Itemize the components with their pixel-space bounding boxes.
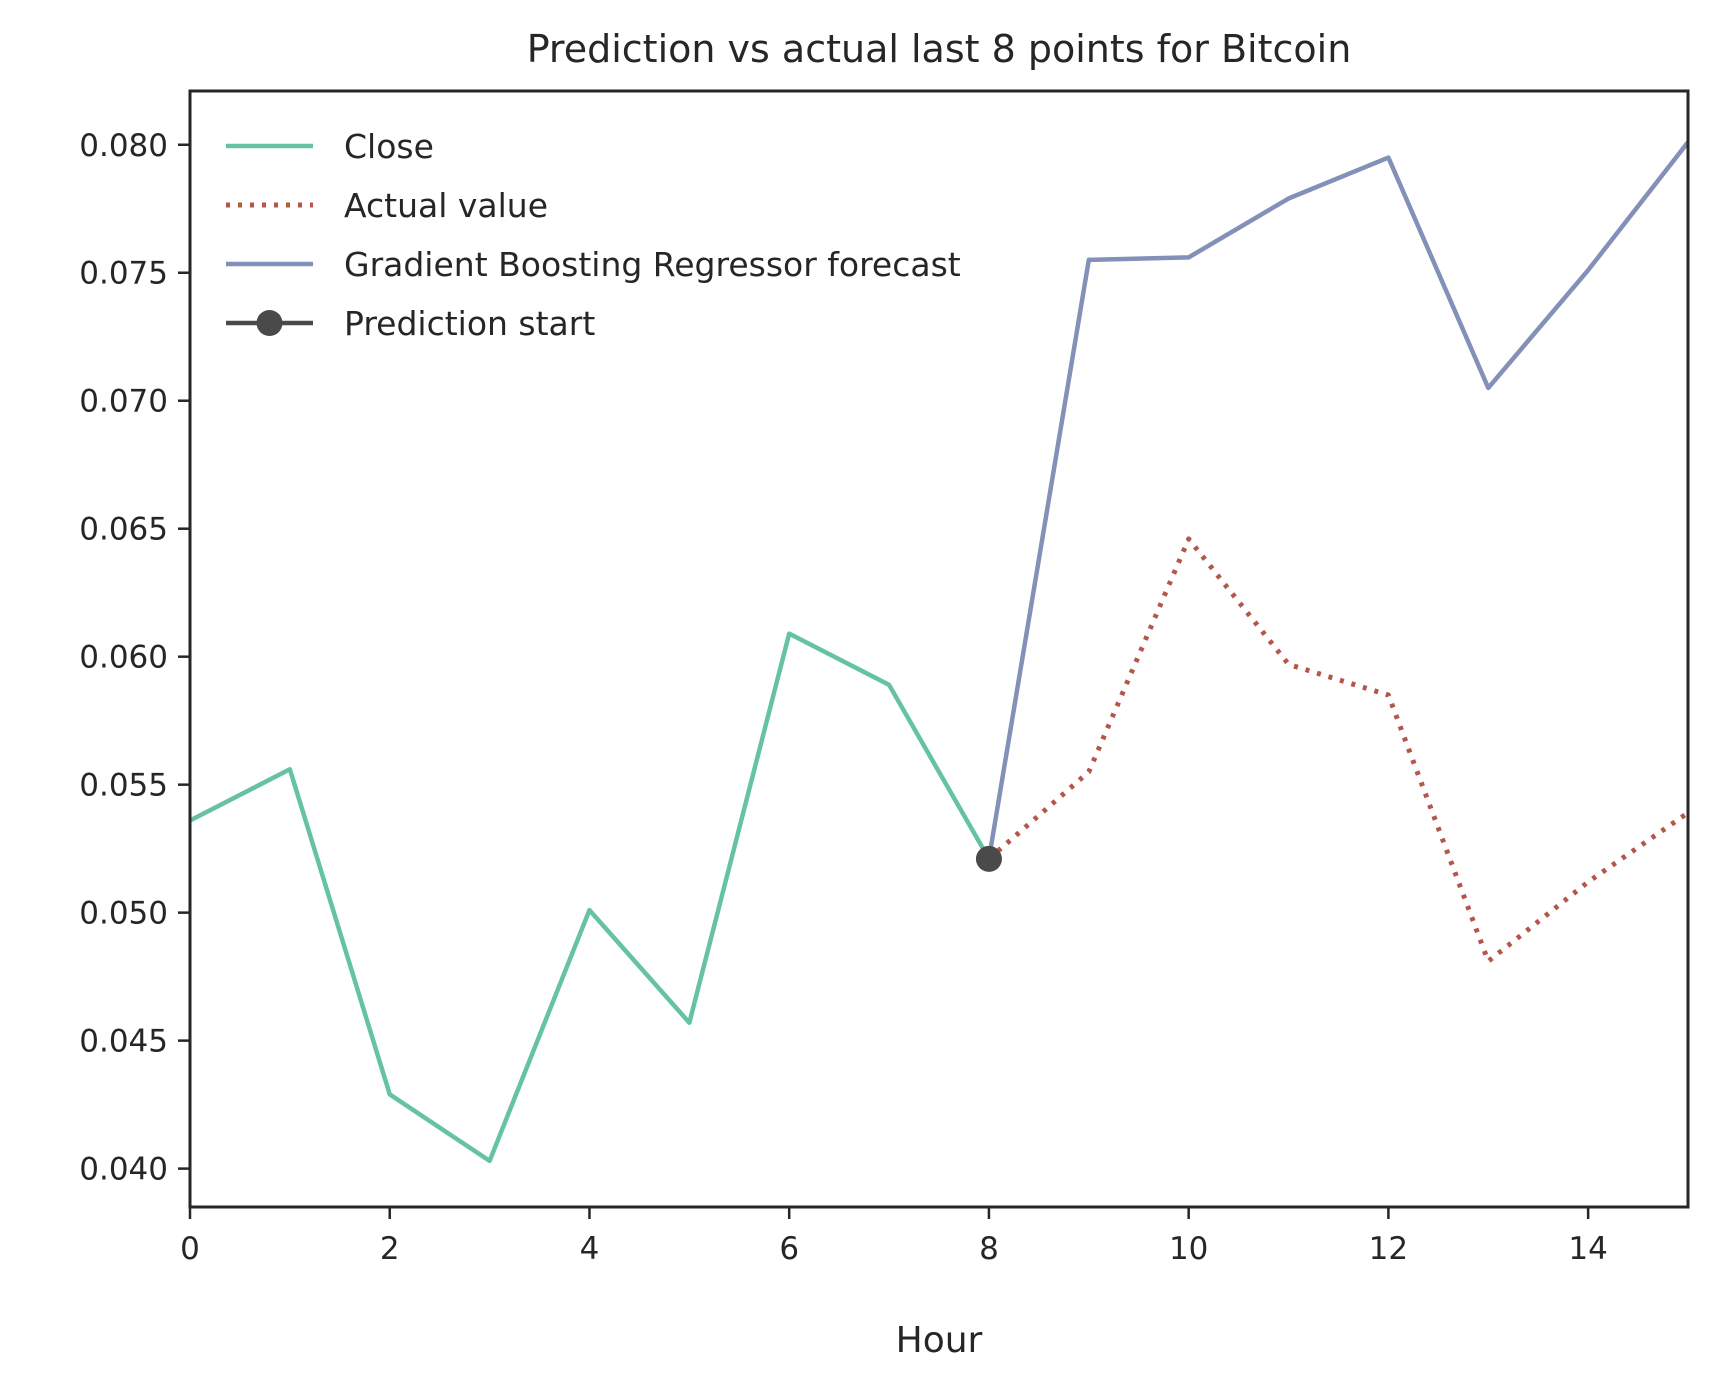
y-axis: 0.040 0.045 0.050 0.055 0.060 0.065 0.070 0.075… [79, 128, 190, 1188]
gradient-boosting-regressor-forecast-line [986, 140, 1688, 860]
prediction-start-point [975, 845, 1002, 872]
legend-label-close: Close [344, 127, 434, 166]
x-tick-label: 6 [779, 1231, 799, 1267]
chart-title: Prediction vs actual last 8 points for B… [527, 27, 1352, 71]
legend-marker-prediction-start [256, 310, 283, 336]
y-tick-label: 0.065 [79, 512, 168, 548]
plot-area [190, 140, 1688, 1164]
x-tick-label: 10 [1169, 1231, 1208, 1267]
x-tick-label: 4 [580, 1231, 600, 1267]
y-tick-label: 0.045 [79, 1024, 168, 1060]
plot-frame [188, 89, 1690, 1209]
close-line [190, 631, 991, 1164]
legend-label-actual-value: Actual value [344, 186, 548, 225]
legend-label-prediction-start: Prediction start [344, 304, 595, 343]
x-axis: 0 2 4 6 8 10 12 14 [180, 1207, 1608, 1267]
legend: Close Actual value Gradient Boosting Regre… [226, 127, 961, 343]
y-tick-label: 0.060 [79, 640, 168, 676]
x-tick-label: 14 [1568, 1231, 1607, 1267]
y-tick-label: 0.050 [79, 896, 168, 932]
y-tick-label: 0.075 [79, 256, 168, 292]
x-tick-label: 12 [1369, 1231, 1408, 1267]
x-tick-label: 2 [380, 1231, 400, 1267]
y-tick-label: 0.040 [79, 1152, 168, 1188]
x-tick-label: 0 [180, 1231, 200, 1267]
x-tick-label: 8 [979, 1231, 999, 1267]
legend-label-gradient-boosting-regressor-forecast: Gradient Boosting Regressor forecast [344, 245, 961, 284]
x-axis-label: Hour [896, 1320, 983, 1361]
y-tick-label: 0.080 [79, 128, 168, 164]
y-tick-label: 0.070 [79, 384, 168, 420]
y-tick-label: 0.055 [79, 768, 168, 804]
